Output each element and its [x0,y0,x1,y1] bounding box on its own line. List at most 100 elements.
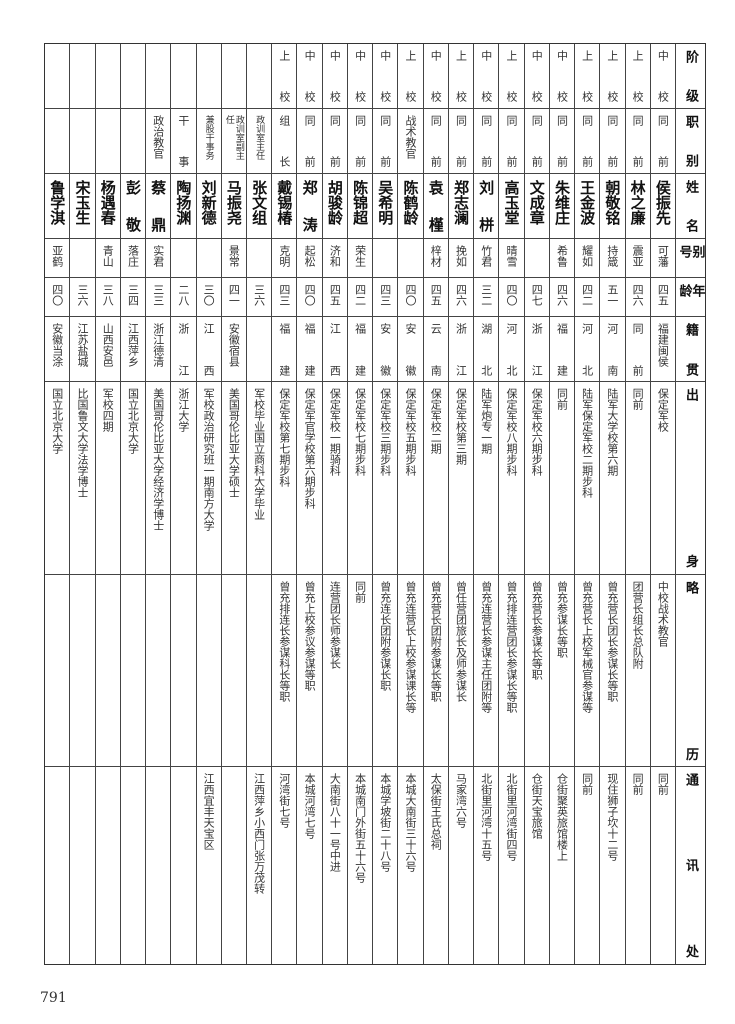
address-cell: 大南街八十一号中进 [323,767,347,964]
alias-cell-text: 起松 [303,244,317,267]
name-cell: 宋玉生 [70,174,95,239]
address-cell: 仓街聚英旅馆楼上 [550,767,574,964]
header-post-text: 职别 [683,114,698,167]
alias-cell-text: 竹君 [479,244,493,267]
post-cell [120,109,146,174]
address-cell: 同前 [575,767,599,964]
age-cell: 三三 [146,278,171,317]
age-cell: 四一 [221,278,247,317]
post-cell: 政训室副主任 [221,109,247,174]
age-cell-text: 二八 [176,283,190,306]
career-cell [45,575,70,768]
native-place-cell-text: 浙江 [454,322,468,376]
age-cell-text: 三〇 [202,283,216,306]
address-cell-text: 现住狮子坎十二号 [605,773,619,862]
name-cell-text: 陶扬渊 [174,179,193,225]
age-cell: 三六 [247,278,272,317]
rank-cell-text: 中校 [378,50,392,102]
rank-cell: 中校 [322,44,347,109]
person-record: 中校 同前 胡骏龄 济和 四五 江西 保定军校一期骑科 连营团长师参谋长 大南街八十一号中进 [321,44,347,964]
native-place-cell-text: 福建 [277,322,291,376]
education-cell: 保定军校 [650,382,675,575]
name-cell: 文成章 [524,174,549,239]
native-place-cell-text: 云南 [429,322,443,376]
age-cell-text: 四〇 [504,283,518,306]
career-cell [120,575,146,768]
education-cell-text: 军校政治研究班一期南方大学 [202,388,216,532]
address-cell-text: 本城河湾七号 [303,773,317,840]
native-place-cell: 福建闽侯 [650,317,675,383]
age-cell-text: 三六 [75,283,89,306]
career-cell: 同前 [347,575,373,768]
native-place-cell: 安徽 [398,317,423,383]
alias-cell-text: 震亚 [631,244,645,267]
alias-cell [247,239,272,278]
name-cell-text: 朝敬铭 [603,179,622,225]
career-cell: 曾充参谋长等职 [549,575,575,768]
name-cell: 袁槿 [423,174,448,239]
education-cell: 比国鲁文大学法学博士 [70,382,95,575]
person-record: 杨遇春 青山 三八 山西安邑 军校四期 [94,44,120,964]
education-cell: 国立北京大学 [45,382,70,575]
career-cell-text: 曾充营长参谋长等职 [530,580,544,680]
career-cell-text: 曾充连营长上校参谋课长等 [404,580,418,713]
age-cell-text: 四二 [353,283,367,306]
native-place-cell: 浙江 [171,317,196,383]
alias-cell-text: 晴雪 [504,244,518,267]
post-cell-text: 同前 [504,114,518,167]
age-cell: 四六 [625,278,650,317]
header-post: 职别 [676,109,705,174]
native-place-cell-text: 安徽 [378,322,392,376]
person-record: 政训室副主任 马振尧 景常 四一 安徽宿县 美国哥伦比亚大学硕士 [220,44,247,964]
education-cell-text: 保定军校二期 [429,388,443,455]
education-cell: 保定军校八期步科 [499,382,524,575]
education-cell-text: 同前 [555,388,569,411]
education-cell: 同前 [625,382,650,575]
native-place-cell: 湖北 [474,317,499,383]
rank-cell: 中校 [549,44,575,109]
native-place-cell: 山西安邑 [95,317,120,383]
alias-cell: 晴雪 [499,239,524,278]
post-cell-text: 政治教官 [151,114,165,159]
alias-cell [373,239,398,278]
native-place-cell: 浙江 [448,317,474,383]
person-record: 上校 组长 戴锡椿 克明 四三 福建 保定军校第七期步科 曾充排连长参谋科长等职 河湾街七号 [271,44,297,964]
address-cell-text: 同前 [580,773,594,796]
career-cell: 曾充上校参议参谋等职 [297,575,322,768]
person-record: 中校 同前 刘栟 竹君 三二 湖北 陆军炮专一期 曾充连营长参谋主任团附等 北街里河湾十五号 [473,44,499,964]
education-cell-text: 保定军校 [656,388,670,433]
career-cell-text: 曾充连长团附参谋长职 [378,580,392,691]
native-place-cell: 浙江 [524,317,549,383]
alias-cell-text: 亚鹤 [50,244,64,267]
post-cell: 兼股干事务 [196,109,221,174]
post-cell: 政训室主任 [247,109,272,174]
address-cell: 马家湾六号 [449,767,473,964]
rank-cell-text: 中校 [303,50,317,102]
career-cell-text: 同前 [353,580,367,603]
rank-cell [221,44,247,109]
education-cell-text: 陆军炮专一期 [479,388,493,455]
name-cell-text: 陈锦超 [351,179,370,225]
header-address: 通讯处 [676,767,705,964]
career-cell [146,575,171,768]
education-cell-text: 陆军大学校第六期 [605,388,619,477]
native-place-cell: 福建 [347,317,373,383]
career-cell-text: 曾充参谋长等职 [555,580,569,658]
name-cell: 杨遇春 [95,174,120,239]
career-cell-text: 曾充排连长参谋科长等职 [277,580,291,702]
rank-cell: 中校 [297,44,322,109]
name-cell: 张文组 [247,174,272,239]
career-cell-text: 曾充营长团附参谋长等职 [429,580,443,702]
native-place-cell: 福建 [549,317,575,383]
address-cell-text: 江西萍乡小西门张万茂转 [252,773,266,895]
native-place-cell-text: 同前 [631,322,645,376]
age-cell-text: 三六 [252,283,266,306]
post-cell-text: 兼股干事务 [203,114,214,160]
age-cell-text: 四七 [530,283,544,306]
native-place-cell-text: 河北 [580,322,594,376]
age-cell-text: 四五 [429,283,443,306]
native-place-cell-text: 江西萍乡 [126,322,140,367]
address-cell-text: 马家湾六号 [454,773,468,829]
address-cell: 本城大南街三十六号 [398,767,422,964]
post-cell-text: 政训室副主任 [223,114,244,160]
